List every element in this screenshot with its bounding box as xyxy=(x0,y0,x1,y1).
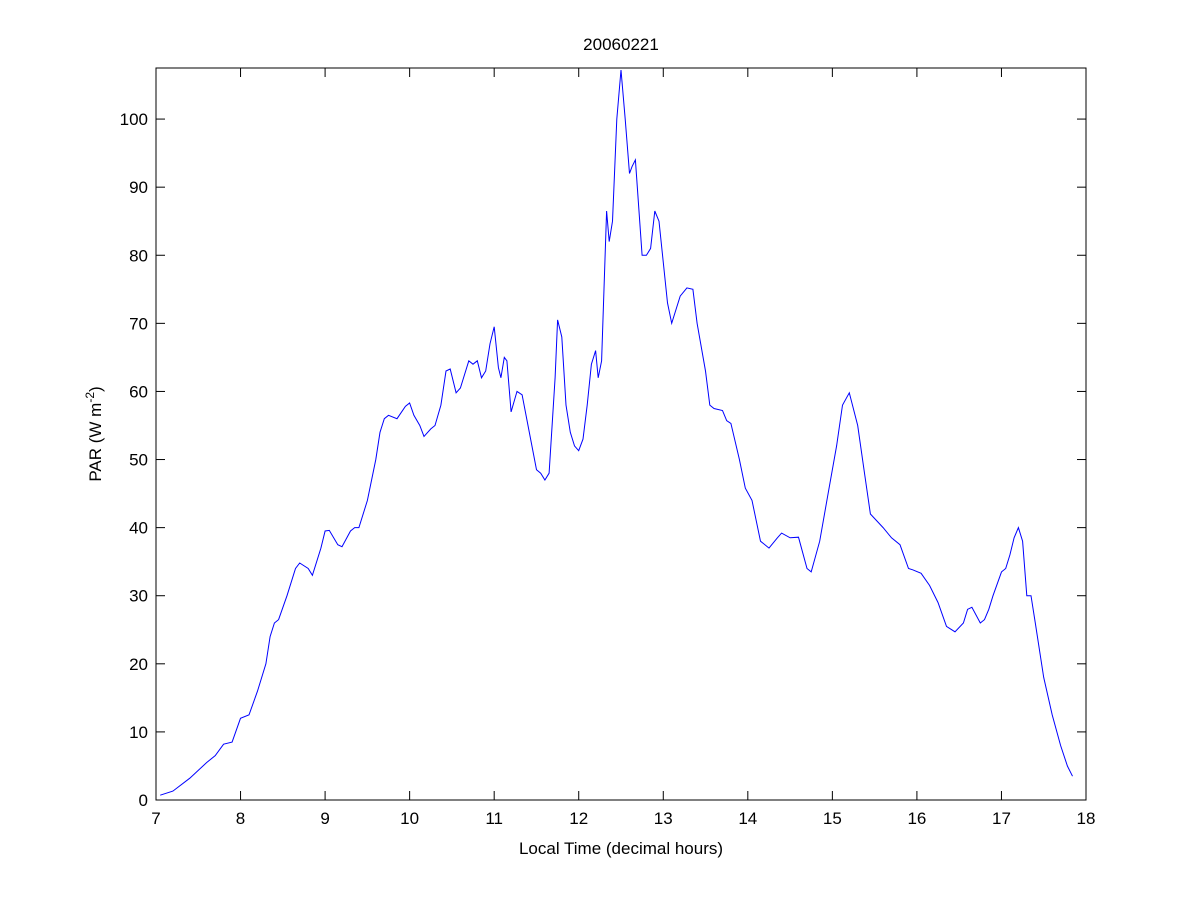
x-tick-label: 17 xyxy=(992,809,1011,828)
x-tick-label: 8 xyxy=(236,809,245,828)
y-tick-label: 60 xyxy=(129,382,148,401)
par-series-line xyxy=(160,69,1073,796)
y-axis-label-superscript: -2 xyxy=(83,392,97,403)
y-tick-label: 70 xyxy=(129,314,148,333)
y-axis-label: PAR (W m-2) xyxy=(83,386,105,481)
y-axis-label-main: PAR (W m xyxy=(86,403,105,482)
chart-title: 20060221 xyxy=(583,35,659,54)
y-tick-label: 100 xyxy=(120,110,148,129)
x-tick-label: 15 xyxy=(823,809,842,828)
x-tick-label: 10 xyxy=(400,809,419,828)
y-tick-label: 50 xyxy=(129,451,148,470)
x-tick-label: 9 xyxy=(320,809,329,828)
x-tick-label: 16 xyxy=(907,809,926,828)
x-tick-label: 11 xyxy=(485,809,503,828)
x-tick-label: 18 xyxy=(1077,809,1096,828)
x-tick-label: 7 xyxy=(151,809,160,828)
y-tick-label: 80 xyxy=(129,246,148,265)
x-axis-label: Local Time (decimal hours) xyxy=(519,839,723,858)
y-tick-label: 90 xyxy=(129,178,148,197)
x-tick-label: 12 xyxy=(569,809,588,828)
y-tick-label: 30 xyxy=(129,587,148,606)
y-tick-label: 0 xyxy=(139,791,148,810)
y-tick-label: 20 xyxy=(129,655,148,674)
axes-box xyxy=(155,67,1087,801)
x-tick-label: 13 xyxy=(654,809,673,828)
y-axis-label-close: ) xyxy=(86,386,105,392)
y-tick-label: 10 xyxy=(129,723,148,742)
y-tick-label: 40 xyxy=(129,519,148,538)
x-tick-label: 14 xyxy=(738,809,757,828)
